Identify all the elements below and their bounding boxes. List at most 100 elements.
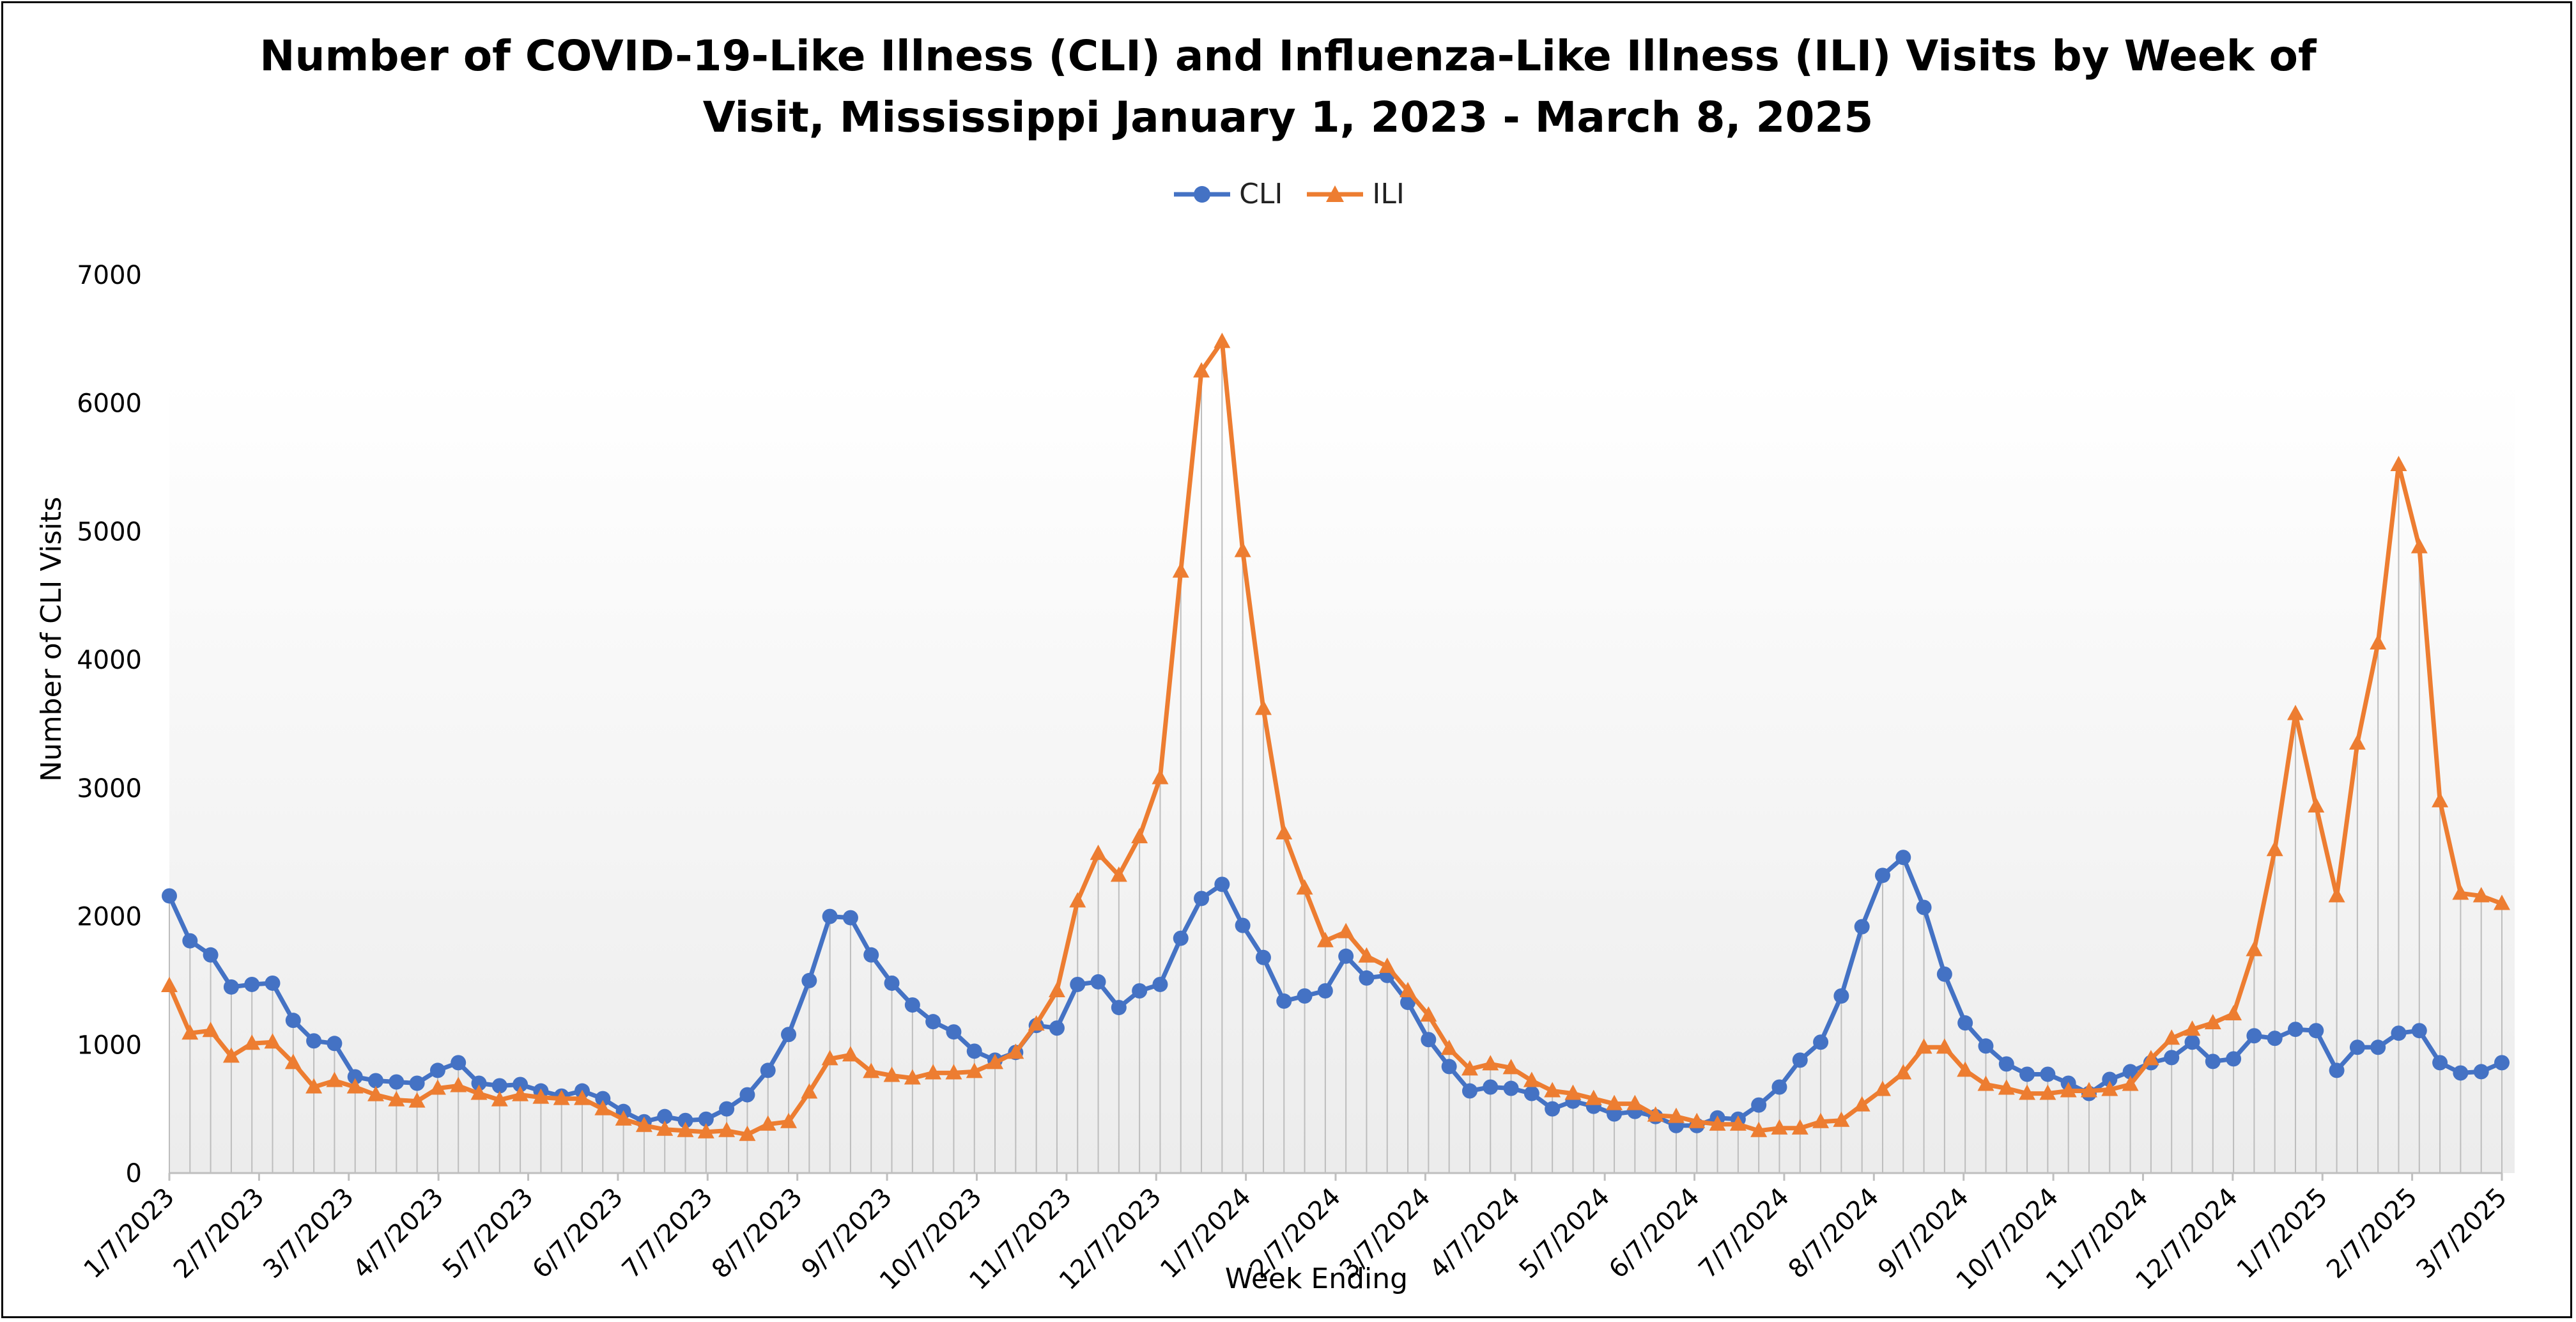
data-point-cli — [1132, 983, 1148, 999]
data-point-ili — [1420, 1006, 1437, 1022]
data-point-ili — [388, 1091, 405, 1107]
data-point-ili — [1069, 892, 1086, 908]
data-point-ili — [1254, 699, 1272, 715]
x-tick-label: 6/7/2024 — [1603, 1183, 1706, 1285]
data-point-cli — [1090, 974, 1106, 990]
y-tick-label: 4000 — [77, 646, 142, 675]
data-point-ili — [2019, 1084, 2036, 1100]
data-point-cli — [946, 1024, 962, 1040]
data-point-cli — [2453, 1065, 2469, 1081]
legend-label-cli: CLI — [1239, 178, 1283, 210]
data-point-cli — [2308, 1023, 2324, 1039]
data-point-ili — [1338, 922, 1355, 938]
data-point-ili — [821, 1050, 838, 1066]
data-point-cli — [698, 1111, 714, 1127]
data-point-ili — [718, 1121, 736, 1137]
data-point-cli — [2205, 1054, 2221, 1069]
data-point-cli — [1936, 966, 1952, 982]
data-point-ili — [2142, 1050, 2159, 1066]
data-point-cli — [2164, 1050, 2180, 1066]
data-point-cli — [162, 888, 177, 904]
legend-label-ili: ILI — [1372, 178, 1405, 210]
data-point-ili — [2039, 1084, 2056, 1100]
data-point-cli — [1173, 930, 1189, 946]
data-point-ili — [1833, 1111, 1850, 1127]
data-point-cli — [1462, 1083, 1477, 1099]
x-tick-label: 6/7/2023 — [527, 1183, 629, 1285]
legend-swatch-cli — [1174, 185, 1231, 203]
x-tick-label: 5/7/2023 — [437, 1183, 539, 1285]
data-point-ili — [1791, 1119, 1809, 1135]
data-point-ili — [2308, 797, 2325, 813]
data-point-cli — [1255, 949, 1271, 965]
data-point-ili — [1647, 1106, 1664, 1122]
data-point-ili — [1296, 879, 1313, 895]
data-point-cli — [1813, 1034, 1829, 1050]
data-point-ili — [2101, 1080, 2118, 1096]
data-point-cli — [2102, 1071, 2118, 1087]
data-point-ili — [1977, 1075, 1994, 1091]
y-tick-label: 6000 — [77, 389, 142, 419]
data-point-cli — [491, 1078, 507, 1094]
data-point-ili — [1172, 562, 1189, 578]
data-point-ili — [1358, 947, 1375, 963]
data-point-cli — [1792, 1052, 1808, 1068]
legend-swatch-ili — [1307, 185, 1364, 202]
data-point-ili — [2370, 634, 2387, 650]
x-tick-label: 2/7/2023 — [168, 1183, 270, 1285]
data-point-ili — [2432, 791, 2449, 807]
data-point-ili — [367, 1085, 385, 1101]
data-point-ili — [284, 1054, 302, 1069]
data-point-cli — [719, 1101, 735, 1117]
data-point-ili — [2452, 884, 2469, 900]
data-point-ili — [264, 1033, 281, 1049]
data-point-ili — [1915, 1038, 1932, 1054]
y-axis-label: Number of CLI Visits — [35, 497, 68, 782]
data-point-cli — [368, 1073, 384, 1089]
chart-title: Number of COVID-19-Like Illness (CLI) an… — [0, 26, 2576, 148]
data-point-cli — [2494, 1055, 2510, 1071]
data-point-cli — [409, 1075, 425, 1091]
x-tick-label: 7/7/2024 — [1693, 1183, 1795, 1285]
chart-legend: CLI ILI — [0, 178, 2576, 210]
data-point-ili — [305, 1078, 323, 1094]
x-axis-label: Week Ending — [1225, 1263, 1408, 1295]
y-tick-label: 0 — [126, 1159, 142, 1188]
data-point-ili — [1853, 1096, 1870, 1112]
data-point-ili — [1936, 1038, 1953, 1054]
x-tick-label: 4/7/2024 — [1424, 1183, 1526, 1285]
data-point-cli — [2432, 1055, 2448, 1071]
data-point-ili — [326, 1071, 343, 1087]
data-point-ili — [1750, 1121, 1768, 1137]
data-point-ili — [615, 1110, 632, 1126]
data-point-ili — [1048, 981, 1065, 997]
y-tick-label: 2000 — [77, 903, 142, 932]
data-point-ili — [1461, 1060, 1478, 1076]
data-point-cli — [429, 1062, 445, 1078]
data-point-ili — [2225, 1005, 2242, 1021]
data-point-cli — [1441, 1059, 1457, 1075]
data-point-cli — [2267, 1030, 2283, 1046]
data-point-cli — [2411, 1023, 2427, 1039]
data-point-cli — [760, 1062, 776, 1078]
data-point-ili — [677, 1121, 694, 1137]
data-point-ili — [945, 1064, 962, 1080]
data-point-ili — [1152, 768, 1169, 784]
data-point-cli — [884, 975, 900, 991]
data-point-cli — [966, 1043, 982, 1059]
data-point-ili — [1214, 332, 1231, 348]
data-point-cli — [904, 997, 920, 1013]
legend-item-ili: ILI — [1304, 178, 1405, 210]
data-point-cli — [842, 910, 858, 926]
x-tick-label: 2/7/2025 — [2321, 1183, 2423, 1285]
data-point-ili — [1874, 1080, 1891, 1096]
data-point-ili — [801, 1083, 818, 1099]
data-point-cli — [285, 1013, 301, 1029]
data-point-ili — [161, 976, 178, 992]
data-point-cli — [1523, 1085, 1539, 1101]
data-point-cli — [1998, 1056, 2014, 1072]
data-point-ili — [1564, 1084, 1582, 1100]
x-tick-label: 5/7/2024 — [1514, 1183, 1616, 1285]
series-cli — [162, 850, 2510, 1133]
